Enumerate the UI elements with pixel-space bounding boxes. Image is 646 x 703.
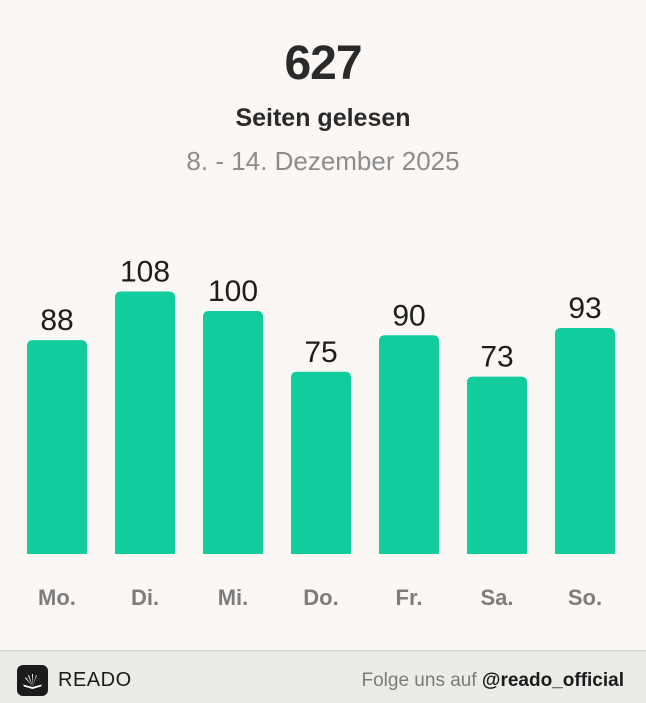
day-label: Mo.	[38, 585, 76, 610]
day-label: Mi.	[218, 585, 249, 610]
bar-value-label: 90	[392, 299, 425, 332]
social-handle-link[interactable]: @reado_official	[481, 670, 624, 691]
pages-bar-chart: 88 Mo. 108 Di. 100 Mi. 75 Do. 90 Fr. 73 Sa. 93 So.	[27, 256, 615, 610]
bar-2	[203, 311, 263, 554]
reado-logo-icon	[17, 665, 48, 696]
pages-read-label: Seiten gelesen	[235, 104, 411, 132]
day-label: So.	[568, 585, 602, 610]
bar-3	[291, 371, 351, 554]
bar-value-label: 93	[568, 292, 601, 325]
follow-label: Folge uns auf	[361, 670, 482, 691]
bar-1	[115, 291, 175, 554]
footer-bar: READO Folge uns auf @reado_official	[0, 650, 646, 703]
bar-4	[379, 335, 439, 554]
bar-5	[467, 376, 527, 554]
day-label: Do.	[303, 585, 338, 610]
day-label: Di.	[131, 585, 159, 610]
follow-text: Folge uns auf @reado_official	[362, 670, 625, 692]
total-pages-value: 627	[284, 37, 362, 90]
bar-value-label: 88	[40, 304, 73, 337]
day-label: Sa.	[480, 585, 513, 610]
bar-value-label: 108	[120, 256, 170, 289]
date-range: 8. - 14. Dezember 2025	[186, 146, 460, 176]
bar-value-label: 73	[480, 341, 513, 374]
bar-6	[555, 328, 615, 554]
bar-value-label: 100	[208, 275, 258, 308]
bar-value-label: 75	[304, 336, 337, 369]
brand-name: READO	[58, 669, 132, 691]
bar-0	[27, 340, 87, 554]
day-label: Fr.	[396, 585, 423, 610]
